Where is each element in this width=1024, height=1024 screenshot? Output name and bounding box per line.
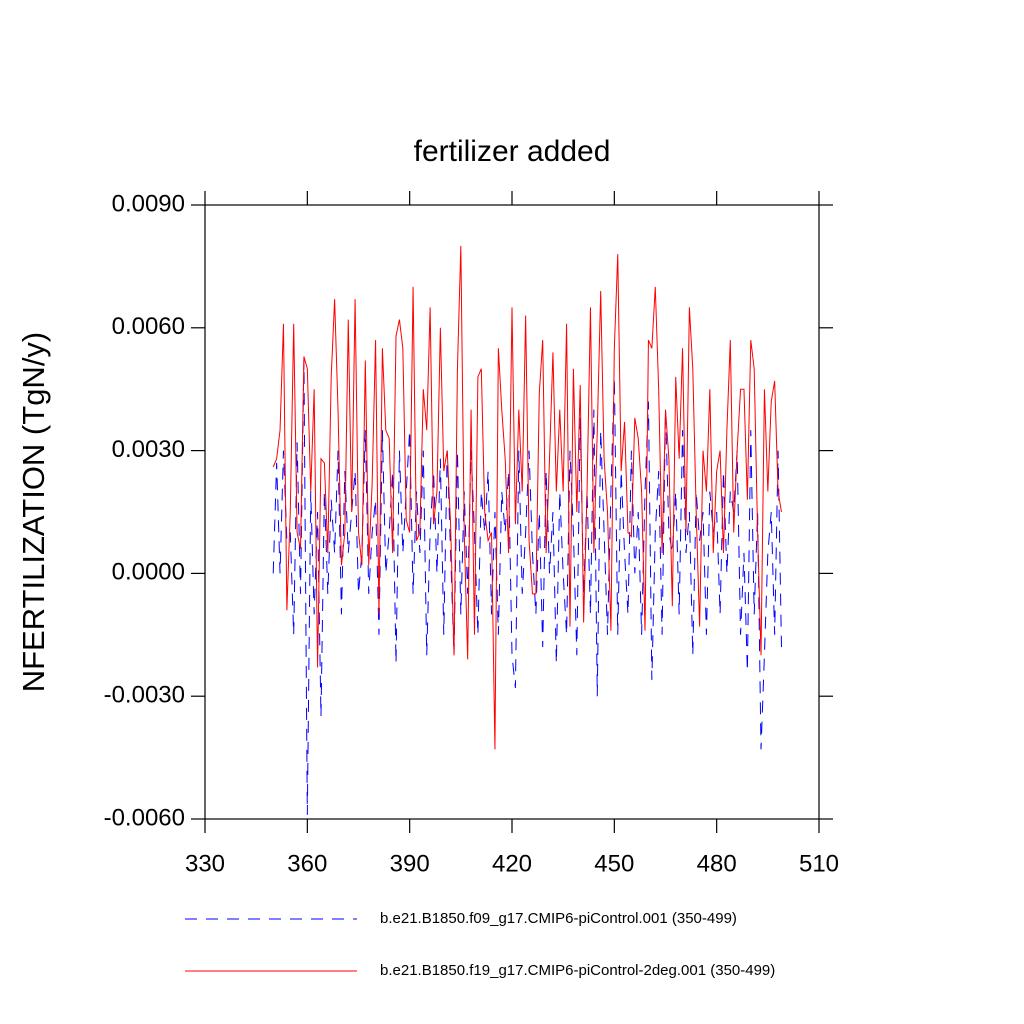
x-tick-label: 330: [185, 850, 225, 877]
y-tick-label: 0.0000: [112, 559, 185, 586]
y-tick-label: 0.0090: [112, 190, 185, 217]
y-tick-label: -0.0030: [104, 682, 185, 709]
series-line: [272, 360, 782, 815]
y-tick-label: -0.0060: [104, 804, 185, 831]
x-tick-label: 450: [594, 850, 634, 877]
series-line: [272, 245, 782, 750]
x-tick-label: 480: [697, 850, 737, 877]
y-tick-label: 0.0030: [112, 436, 185, 463]
x-tick-label: 420: [492, 850, 532, 877]
legend-label: b.e21.B1850.f09_g17.CMIP6-piControl.001 …: [380, 910, 737, 927]
x-tick-label: 360: [287, 850, 327, 877]
legend-label: b.e21.B1850.f19_g17.CMIP6-piControl-2deg…: [380, 962, 775, 979]
chart-title: fertilizer added: [414, 135, 611, 168]
x-tick-label: 390: [390, 850, 430, 877]
y-tick-label: 0.0060: [112, 313, 185, 340]
x-tick-label: 510: [799, 850, 839, 877]
y-axis-label: NFERTILIZATION (TgN/y): [16, 332, 51, 693]
